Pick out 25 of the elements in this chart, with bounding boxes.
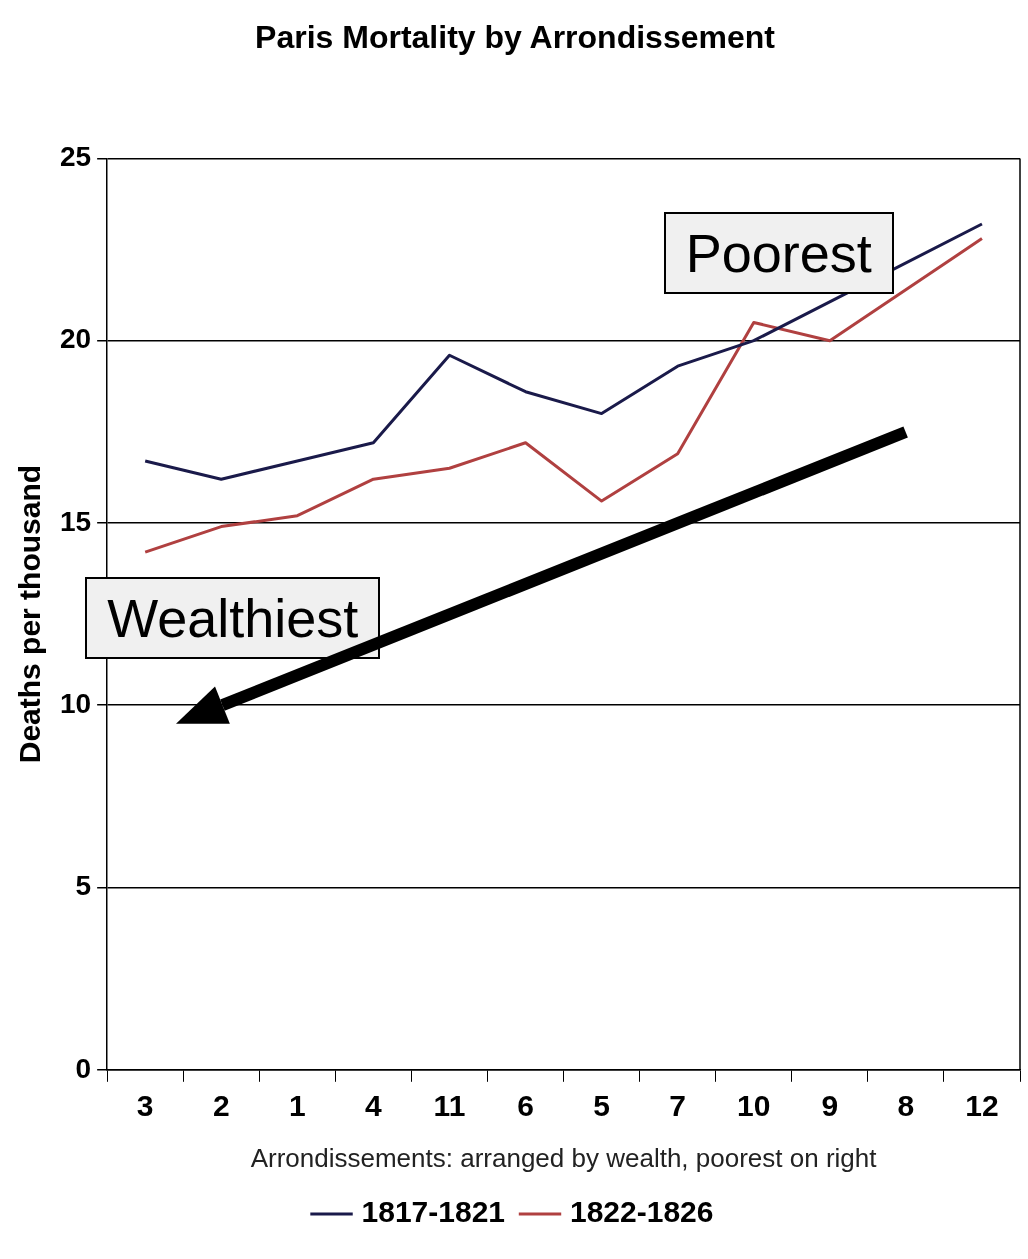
x-tick-label: 5 xyxy=(593,1089,610,1123)
x-tick-label: 1 xyxy=(288,1089,306,1123)
x-tick-label: 3 xyxy=(136,1089,154,1123)
x-tick-label: 10 xyxy=(737,1089,771,1123)
y-tick-label: 20 xyxy=(59,323,92,355)
legend-label: 1817-1821 xyxy=(361,1195,505,1229)
y-tick-label: 15 xyxy=(59,505,92,537)
y-tick-label: 25 xyxy=(59,141,92,173)
legend-label: 1822-1826 xyxy=(570,1195,714,1229)
annotation: Poorest xyxy=(663,212,894,295)
y-tick-label: 10 xyxy=(59,687,92,719)
x-tick-label: 9 xyxy=(821,1089,839,1123)
x-axis-title: Arrondissements: arranged by wealth, poorest on right xyxy=(250,1142,878,1173)
chart-title: Paris Mortality by Arrondissement xyxy=(255,19,776,56)
x-tick-label: 7 xyxy=(669,1089,687,1123)
y-axis-title: Deaths per thousand xyxy=(13,464,47,764)
x-tick-label: 11 xyxy=(433,1089,466,1123)
x-tick-label: 4 xyxy=(365,1089,383,1123)
x-tick-label: 2 xyxy=(212,1089,230,1123)
x-tick-label: 8 xyxy=(897,1089,915,1123)
y-tick-label: 0 xyxy=(75,1052,92,1084)
x-tick-label: 12 xyxy=(965,1089,999,1123)
x-tick-label: 6 xyxy=(517,1089,534,1123)
y-tick-label: 5 xyxy=(75,870,92,902)
annotation: Wealthiest xyxy=(85,576,381,659)
